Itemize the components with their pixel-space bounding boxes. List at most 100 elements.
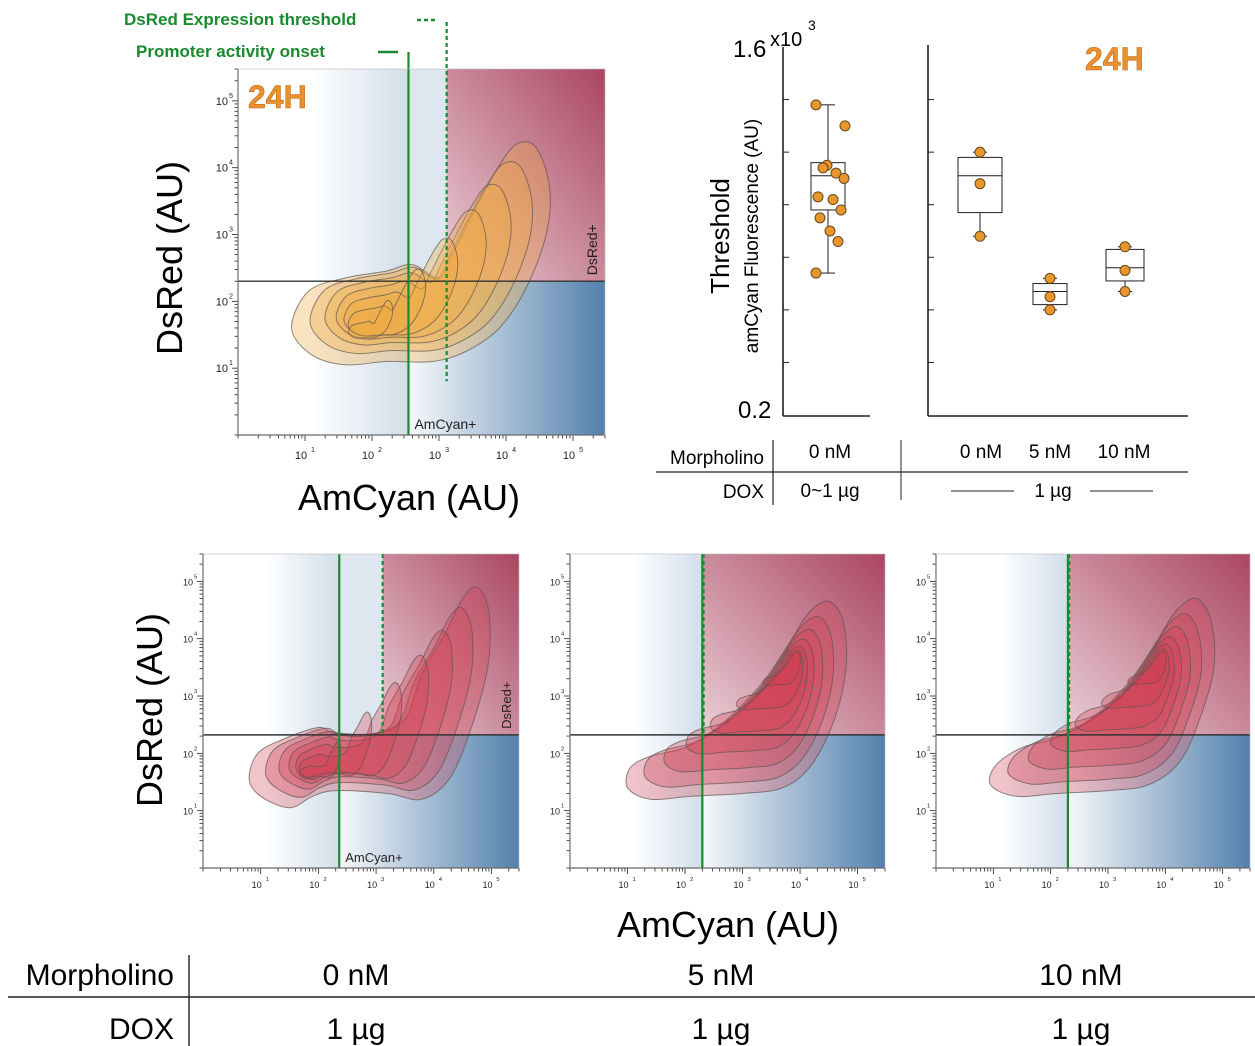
table-left-dox: 0~1 µg bbox=[800, 481, 859, 502]
data-point bbox=[974, 230, 986, 242]
density-contour bbox=[348, 299, 394, 339]
flow-top-xlabel: AmCyan (AU) bbox=[298, 477, 520, 518]
table-right-morpholino-3: 10 nM bbox=[1098, 442, 1151, 463]
y-tick-label: 10 bbox=[916, 635, 926, 645]
dsred-positive-label: DsRed+ bbox=[584, 224, 600, 275]
data-point bbox=[1119, 285, 1131, 297]
x-tick-label: 10 bbox=[295, 450, 307, 462]
x-tick-exponent: 3 bbox=[381, 877, 384, 883]
data-point bbox=[810, 99, 822, 111]
x-tick-label: 10 bbox=[984, 880, 994, 890]
data-point bbox=[817, 162, 829, 174]
left-shade bbox=[633, 554, 703, 868]
flow-plot-5nm: 10 110 110 210 210 310 310 410 410 510 5 bbox=[550, 553, 886, 890]
bottom-morpholino-10nm: 10 nM bbox=[1039, 959, 1122, 992]
x-tick-label: 10 bbox=[1214, 880, 1224, 890]
data-point bbox=[814, 212, 826, 224]
mid-quadrant-shade bbox=[408, 69, 447, 282]
x-tick-exponent: 3 bbox=[445, 446, 449, 454]
onset-legend-label: Promoter activity onset bbox=[136, 42, 325, 61]
y-tick-label: 10 bbox=[183, 807, 193, 817]
x-tick-exponent: 2 bbox=[1056, 877, 1059, 883]
x-tick-label: 10 bbox=[1156, 880, 1166, 890]
flow-plot-24h: 10 110 110 210 210 310 310 410 410 510 5AmCyan+DsR… bbox=[216, 22, 606, 462]
density-contour bbox=[248, 586, 491, 809]
data-point bbox=[974, 146, 986, 158]
y-tick-label: 10 bbox=[216, 163, 228, 175]
plot-frame bbox=[202, 553, 520, 869]
y-tick-label: 10 bbox=[916, 807, 926, 817]
x-tick-exponent: 2 bbox=[690, 877, 693, 883]
threshold-legend-label: DsRed Expression threshold bbox=[124, 10, 356, 29]
y-tick-exponent: 4 bbox=[561, 632, 565, 638]
bottom-morpholino-5nm: 5 nM bbox=[688, 959, 755, 992]
data-point bbox=[827, 193, 839, 205]
x-tick-exponent: 5 bbox=[863, 877, 866, 883]
table-morpholino-label: Morpholino bbox=[670, 448, 764, 469]
y-tick-label: 10 bbox=[216, 296, 228, 308]
table-right-morpholino-2: 5 nM bbox=[1029, 442, 1071, 463]
y-tick-exponent: 1 bbox=[927, 804, 930, 810]
plot-frame bbox=[569, 553, 886, 869]
y-tick-exponent: 3 bbox=[194, 689, 197, 695]
density-contour bbox=[278, 629, 453, 790]
dsred-positive-label: DsRed+ bbox=[499, 682, 514, 729]
x-tick-exponent: 4 bbox=[1170, 877, 1174, 883]
flow-bottom-xlabel: AmCyan (AU) bbox=[617, 904, 839, 945]
data-point bbox=[824, 225, 836, 237]
x-tick-label: 10 bbox=[734, 880, 744, 890]
x-tick-exponent: 5 bbox=[579, 446, 583, 454]
y-tick-exponent: 4 bbox=[194, 632, 198, 638]
table-left-morpholino: 0 nM bbox=[809, 442, 851, 463]
density-contour bbox=[643, 616, 835, 788]
y-tick-exponent: 4 bbox=[927, 632, 931, 638]
y-tick-label: 10 bbox=[183, 692, 193, 702]
amcyan-positive-quadrant bbox=[702, 734, 885, 868]
x-tick-exponent: 1 bbox=[998, 877, 1001, 883]
y-tick-exponent: 2 bbox=[194, 746, 197, 752]
multiplier-label: x10 bbox=[770, 29, 802, 51]
x-tick-label: 10 bbox=[1099, 880, 1109, 890]
x-tick-label: 10 bbox=[1042, 880, 1052, 890]
x-tick-exponent: 3 bbox=[1113, 877, 1116, 883]
y-tick-exponent: 5 bbox=[194, 574, 197, 580]
x-tick-label: 10 bbox=[362, 450, 374, 462]
data-point bbox=[974, 178, 986, 190]
x-tick-exponent: 1 bbox=[266, 877, 269, 883]
x-tick-label: 10 bbox=[367, 880, 377, 890]
x-tick-exponent: 3 bbox=[747, 877, 750, 883]
flow-bottom-ylabel: DsRed (AU) bbox=[129, 613, 170, 807]
y-tick-exponent: 1 bbox=[194, 804, 197, 810]
x-tick-label: 10 bbox=[309, 880, 319, 890]
y-tick-label: 10 bbox=[183, 749, 193, 759]
left-shade bbox=[998, 554, 1068, 868]
data-point bbox=[835, 204, 847, 216]
x-tick-exponent: 4 bbox=[805, 877, 809, 883]
multiplier-exponent: 3 bbox=[808, 17, 816, 33]
left-shade bbox=[266, 554, 340, 868]
y-tick-label: 10 bbox=[216, 363, 228, 375]
y-tick-label: 10 bbox=[550, 749, 560, 759]
data-point bbox=[1119, 241, 1131, 253]
x-tick-exponent: 1 bbox=[632, 877, 635, 883]
density-contour bbox=[709, 645, 808, 734]
x-tick-exponent: 5 bbox=[1228, 877, 1231, 883]
plot-frame bbox=[935, 553, 1251, 869]
flow-plot-10nm: 10 110 110 210 210 310 310 410 410 510 5 bbox=[916, 553, 1251, 890]
y-tick-exponent: 2 bbox=[927, 746, 930, 752]
table-right-dox: 1 µg bbox=[1034, 481, 1071, 502]
y-tick-label: 10 bbox=[916, 749, 926, 759]
time-label-24h-left: 24H bbox=[248, 79, 307, 115]
y-tick-label: 10 bbox=[183, 577, 193, 587]
bottom-dox-label: DOX bbox=[109, 1013, 174, 1046]
boxplot-ylabel-main: Threshold bbox=[705, 178, 735, 294]
time-label-24h-right: 24H bbox=[1085, 41, 1144, 77]
x-tick-exponent: 5 bbox=[496, 877, 499, 883]
y-tick-exponent: 3 bbox=[229, 226, 233, 234]
y-tick-label: 10 bbox=[183, 635, 193, 645]
amcyan-positive-label: AmCyan+ bbox=[414, 416, 476, 432]
x-tick-label: 10 bbox=[619, 880, 629, 890]
data-point bbox=[1044, 272, 1056, 284]
density-contour bbox=[298, 711, 373, 779]
